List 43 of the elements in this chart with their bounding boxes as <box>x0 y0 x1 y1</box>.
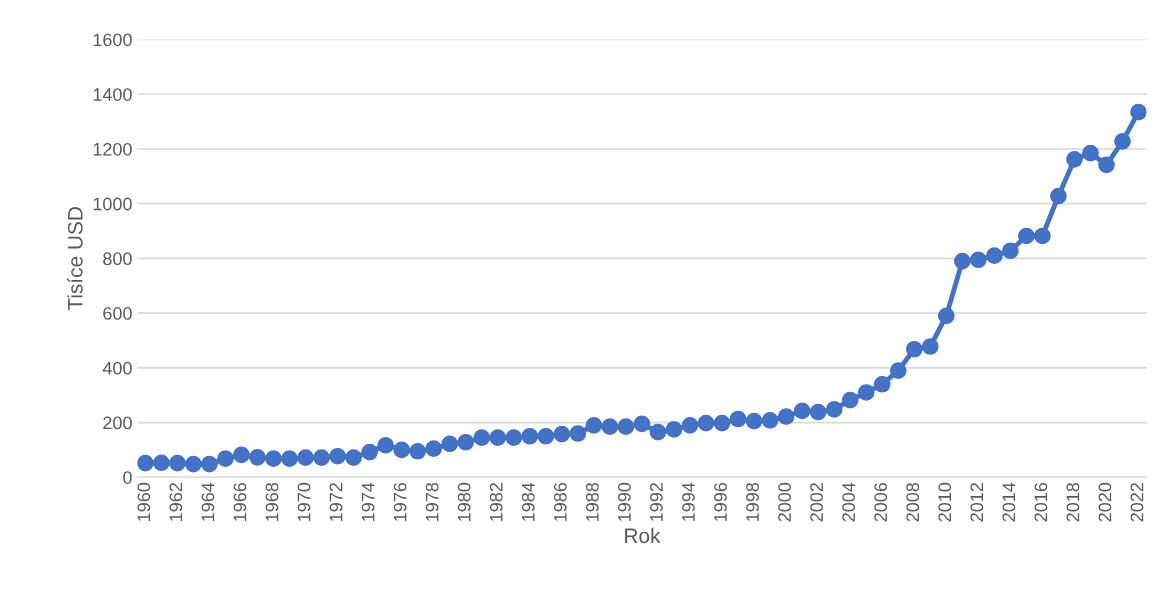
x-tick-label: 1996 <box>714 482 727 521</box>
x-tick-label: 1968 <box>265 482 279 521</box>
y-tick-label: 800 <box>103 252 132 266</box>
y-tick-label: 200 <box>103 416 132 430</box>
x-tick-label: 1990 <box>617 482 631 521</box>
y-tick-label: 1600 <box>93 33 132 47</box>
x-tick-label: 2012 <box>970 483 984 522</box>
x-tick-label: 2018 <box>1066 482 1080 522</box>
y-tick-label: 600 <box>103 307 132 320</box>
x-tick-label: 2014 <box>1002 482 1016 522</box>
y-axis-title: Tisíce USD <box>67 207 83 311</box>
x-tick-label: 2002 <box>810 483 823 522</box>
x-tick-label: 1988 <box>585 482 599 521</box>
x-tick-label: 1986 <box>553 482 567 521</box>
x-tick-label: 1994 <box>682 482 695 521</box>
y-tick-label: 1200 <box>93 142 132 156</box>
y-tick-label: 0 <box>123 471 132 484</box>
x-tick-label: 1998 <box>746 482 759 521</box>
y-tick-label: 1000 <box>93 197 132 211</box>
y-tick-label: 400 <box>102 361 132 375</box>
x-tick-label: 2008 <box>906 482 920 522</box>
x-tick-label: 1972 <box>329 483 343 521</box>
x-tick-label: 1960 <box>137 482 151 521</box>
x-tick-label: 1984 <box>521 482 535 521</box>
y-tick-label: 1400 <box>93 88 132 101</box>
x-tick-label: 2020 <box>1098 482 1112 522</box>
x-tick-label: 2000 <box>778 482 791 522</box>
x-tick-label: 2006 <box>874 482 888 522</box>
x-tick-label: 2022 <box>1130 483 1144 522</box>
x-tick-label: 2004 <box>842 482 856 522</box>
x-tick-label: 1974 <box>361 482 375 521</box>
x-tick-label: 1992 <box>650 483 663 521</box>
x-tick-label: 1980 <box>457 482 471 521</box>
x-tick-label: 1966 <box>233 482 247 521</box>
x-tick-label: 2016 <box>1034 482 1048 522</box>
x-tick-label: 1982 <box>489 483 503 521</box>
x-tick-label: 1964 <box>201 482 215 521</box>
x-tick-label: 1962 <box>169 483 183 521</box>
x-tick-label: 1970 <box>297 482 311 521</box>
x-tick-label: 1976 <box>393 482 407 521</box>
x-tick-label: 2010 <box>938 482 952 522</box>
x-axis-title: Rok <box>625 527 661 544</box>
x-tick-label: 1978 <box>425 482 439 521</box>
